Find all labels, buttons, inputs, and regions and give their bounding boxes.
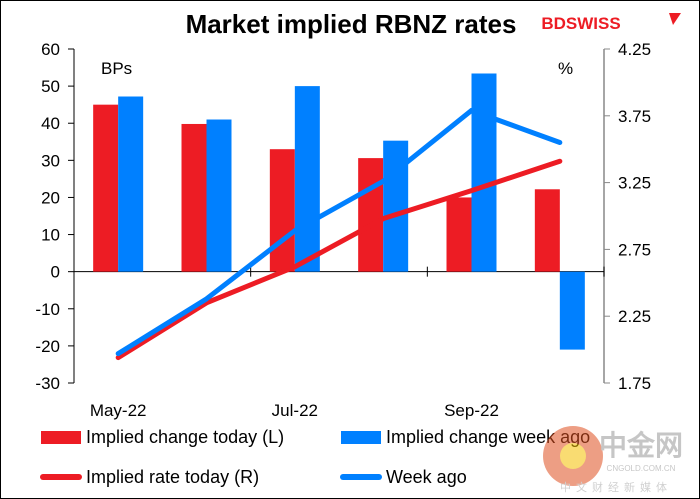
bar-today <box>181 123 207 272</box>
right-unit-label: % <box>558 59 573 78</box>
left-tick-label: -10 <box>35 300 60 319</box>
bar-week-ago <box>118 96 144 272</box>
legend-swatch-bar <box>341 431 381 444</box>
bar-week-ago <box>559 271 585 350</box>
x-tick-label: Jul-22 <box>272 401 318 420</box>
line-rate-today <box>115 158 563 361</box>
bar-week-ago <box>471 73 497 272</box>
watermark-url: CNGOLD.COM.CN <box>607 464 676 473</box>
bar-today <box>93 104 119 272</box>
legend-label: Week ago <box>386 467 467 487</box>
bar-week-ago <box>206 119 232 272</box>
legend-label: Implied change week ago <box>386 427 590 447</box>
bar-week-ago <box>294 86 320 272</box>
brand-logo: BDSWISS <box>541 13 681 33</box>
right-tick-label: 2.75 <box>618 240 651 259</box>
brand-arrow-icon <box>669 13 681 25</box>
brand-text: BDSWISS <box>541 14 620 33</box>
bar-today <box>446 197 472 272</box>
left-tick-label: 50 <box>41 77 60 96</box>
left-tick-label: 10 <box>41 226 60 245</box>
bar-week-ago <box>383 140 409 272</box>
bar-today <box>358 158 384 272</box>
watermark: 中金网 CNGOLD.COM.CN 中文财经新媒体 <box>543 426 683 494</box>
left-tick-label: 20 <box>41 188 60 207</box>
right-tick-label: 3.25 <box>618 174 651 193</box>
right-tick-label: 3.75 <box>618 107 651 126</box>
right-tick-label: 4.25 <box>618 40 651 59</box>
watermark-tagline: 中文财经新媒体 <box>560 480 672 494</box>
x-tick-label: Sep-22 <box>444 401 499 420</box>
left-tick-label: 60 <box>41 40 60 59</box>
left-tick-label: 40 <box>41 114 60 133</box>
chart-title: Market implied RBNZ rates <box>186 9 517 39</box>
left-tick-label: -30 <box>35 374 60 393</box>
watermark-name: 中金网 <box>599 429 683 461</box>
right-tick-label: 1.75 <box>618 374 651 393</box>
left-tick-label: 30 <box>41 151 60 170</box>
left-tick-label: -20 <box>35 337 60 356</box>
bar-today <box>269 149 295 272</box>
left-tick-label: 0 <box>51 263 60 282</box>
legend-label: Implied rate today (R) <box>86 467 259 487</box>
x-tick-label: May-22 <box>90 401 147 420</box>
line-week-ago <box>115 107 563 357</box>
left-unit-label: BPs <box>101 59 132 78</box>
legend-swatch-bar <box>41 431 81 444</box>
bar-today <box>534 189 560 272</box>
legend-label: Implied change today (L) <box>86 427 284 447</box>
legend: Implied change today (L) Implied change w… <box>40 427 590 487</box>
right-tick-label: 2.25 <box>618 307 651 326</box>
